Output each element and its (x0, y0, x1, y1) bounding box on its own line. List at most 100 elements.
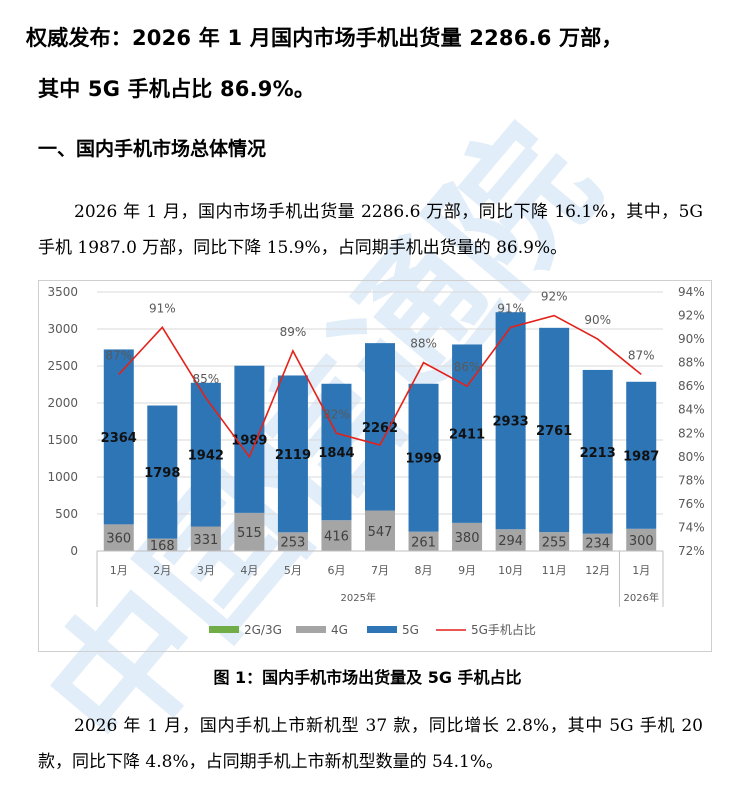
share-value-label: 89% (280, 325, 307, 339)
bar-5g-value-label: 2262 (362, 421, 398, 436)
legend-label: 5G (402, 623, 419, 637)
bar-4g (277, 532, 308, 551)
bar-4g-value-label: 300 (629, 534, 654, 549)
headline-line-1: 权威发布：2026 年 1 月国内市场手机出货量 2286.6 万部， (26, 26, 623, 50)
legend-label: 5G手机占比 (471, 622, 536, 637)
right-axis-tick-label: 74% (678, 520, 705, 534)
x-axis-tick-label: 8月 (415, 564, 433, 577)
bar-4g (539, 532, 570, 551)
right-axis-tick-label: 94% (678, 285, 705, 299)
bar-5g-value-label: 2364 (101, 431, 137, 446)
bar-4g-value-label: 380 (455, 531, 480, 546)
x-axis-tick-label: 12月 (585, 564, 610, 577)
left-axis-tick-label: 1000 (47, 470, 78, 484)
share-value-label: 88% (410, 337, 437, 351)
bar-4g (452, 522, 483, 551)
bar-5g (408, 383, 439, 532)
right-axis-tick-label: 78% (678, 473, 705, 487)
bar-4g-value-label: 515 (237, 526, 262, 541)
bar-5g (277, 375, 308, 533)
bar-5g-value-label: 1942 (188, 449, 224, 464)
right-axis-tick-label: 90% (678, 332, 705, 346)
bar-4g-value-label: 331 (193, 533, 218, 548)
bar-4g (408, 531, 439, 551)
bar-4g (365, 510, 395, 551)
headline-line-2: 其中 5G 手机占比 86.9%。 (38, 77, 316, 101)
legend-label: 4G (331, 623, 348, 637)
share-value-label: 92% (541, 290, 568, 304)
x-axis-tick-label: 2月 (153, 564, 171, 577)
x-axis-tick-label: 4月 (240, 564, 258, 577)
bar-4g (321, 520, 352, 551)
right-axis-tick-label: 76% (678, 497, 705, 511)
bar-5g-value-label: 2119 (275, 448, 311, 463)
left-axis-tick-label: 2000 (47, 396, 78, 410)
x-axis-tick-label: 10月 (498, 564, 523, 577)
right-axis-tick-label: 88% (678, 356, 705, 370)
bar-5g (582, 369, 613, 534)
bar-4g (103, 524, 134, 551)
x-axis-group-label: 2025年 (341, 591, 376, 604)
bar-4g (495, 529, 526, 551)
left-axis-tick-label: 0 (70, 544, 78, 558)
share-value-label: 82% (323, 407, 350, 421)
share-value-label: 87% (628, 348, 655, 362)
section-title: 一、国内手机市场总体情况 (38, 138, 267, 160)
legend-swatch (209, 626, 239, 633)
x-axis-tick-label: 9月 (458, 564, 476, 577)
share-value-label: 90% (584, 313, 611, 327)
bar-5g (147, 405, 178, 539)
bar-4g (582, 533, 613, 551)
x-axis-tick-label: 7月 (371, 564, 389, 577)
bar-4g-value-label: 234 (585, 536, 610, 551)
legend-swatch (296, 626, 326, 633)
bar-5g-value-label: 1987 (623, 449, 659, 464)
bar-5g (495, 312, 526, 530)
bar-5g (626, 381, 657, 529)
bar-5g (234, 365, 265, 513)
paragraph-shipments: 2026 年 1 月，国内市场手机出货量 2286.6 万部，同比下降 16.1… (38, 202, 703, 258)
right-axis-tick-label: 84% (678, 403, 705, 417)
bar-4g-value-label: 255 (542, 536, 567, 551)
bar-5g-value-label: 1999 (405, 452, 441, 467)
x-axis-tick-label: 11月 (542, 564, 567, 577)
left-axis-tick-label: 3000 (47, 322, 78, 336)
paragraph-new-models: 2026 年 1 月，国内手机上市新机型 37 款，同比增长 2.8%，其中 5… (38, 716, 703, 772)
bar-4g-value-label: 547 (368, 525, 393, 540)
x-axis-tick-label: 6月 (327, 564, 345, 577)
chart-frame (38, 280, 712, 652)
bar-4g-value-label: 253 (281, 536, 306, 551)
share-value-label: 91% (149, 301, 176, 315)
bar-5g (103, 349, 134, 525)
bar-5g-value-label: 1798 (144, 466, 180, 481)
left-axis-tick-label: 1500 (47, 433, 78, 447)
left-axis-tick-label: 500 (55, 507, 78, 521)
legend-swatch (367, 626, 397, 633)
share-value-label: 87% (105, 348, 132, 362)
bar-4g (626, 528, 657, 551)
share-line (118, 314, 642, 459)
figure-caption: 图 1：国内手机市场出货量及 5G 手机占比 (213, 668, 522, 687)
left-axis-tick-label: 3500 (47, 285, 78, 299)
x-axis-tick-label: 3月 (197, 564, 215, 577)
bar-4g (234, 512, 265, 551)
right-axis-tick-label: 82% (678, 426, 705, 440)
x-axis-tick-label: 5月 (284, 564, 302, 577)
bar-5g-value-label: 2761 (536, 424, 572, 439)
left-axis-tick-label: 2500 (47, 359, 78, 373)
bar-5g-value-label: 1844 (318, 446, 354, 461)
share-value-label: 91% (497, 301, 524, 315)
bar-5g-value-label: 2213 (580, 446, 616, 461)
bar-4g-value-label: 360 (106, 532, 131, 547)
x-axis-group-label: 2026年 (624, 591, 659, 604)
share-value-label: 85% (193, 372, 220, 386)
bar-4g-value-label: 416 (324, 530, 349, 545)
bar-4g-value-label: 261 (411, 535, 436, 550)
bar-4g-value-label: 168 (150, 539, 175, 554)
bar-4g (147, 538, 178, 551)
shipment-chart: 0 500 1000 1500 2000 2500 3000 3500 72% 74% 76% 78%… (47, 285, 705, 637)
bar-5g-value-label: 2411 (449, 428, 485, 443)
bar-4g (190, 526, 221, 551)
x-axis-tick-label: 1月 (110, 564, 128, 577)
bar-4g-value-label: 294 (498, 534, 523, 549)
